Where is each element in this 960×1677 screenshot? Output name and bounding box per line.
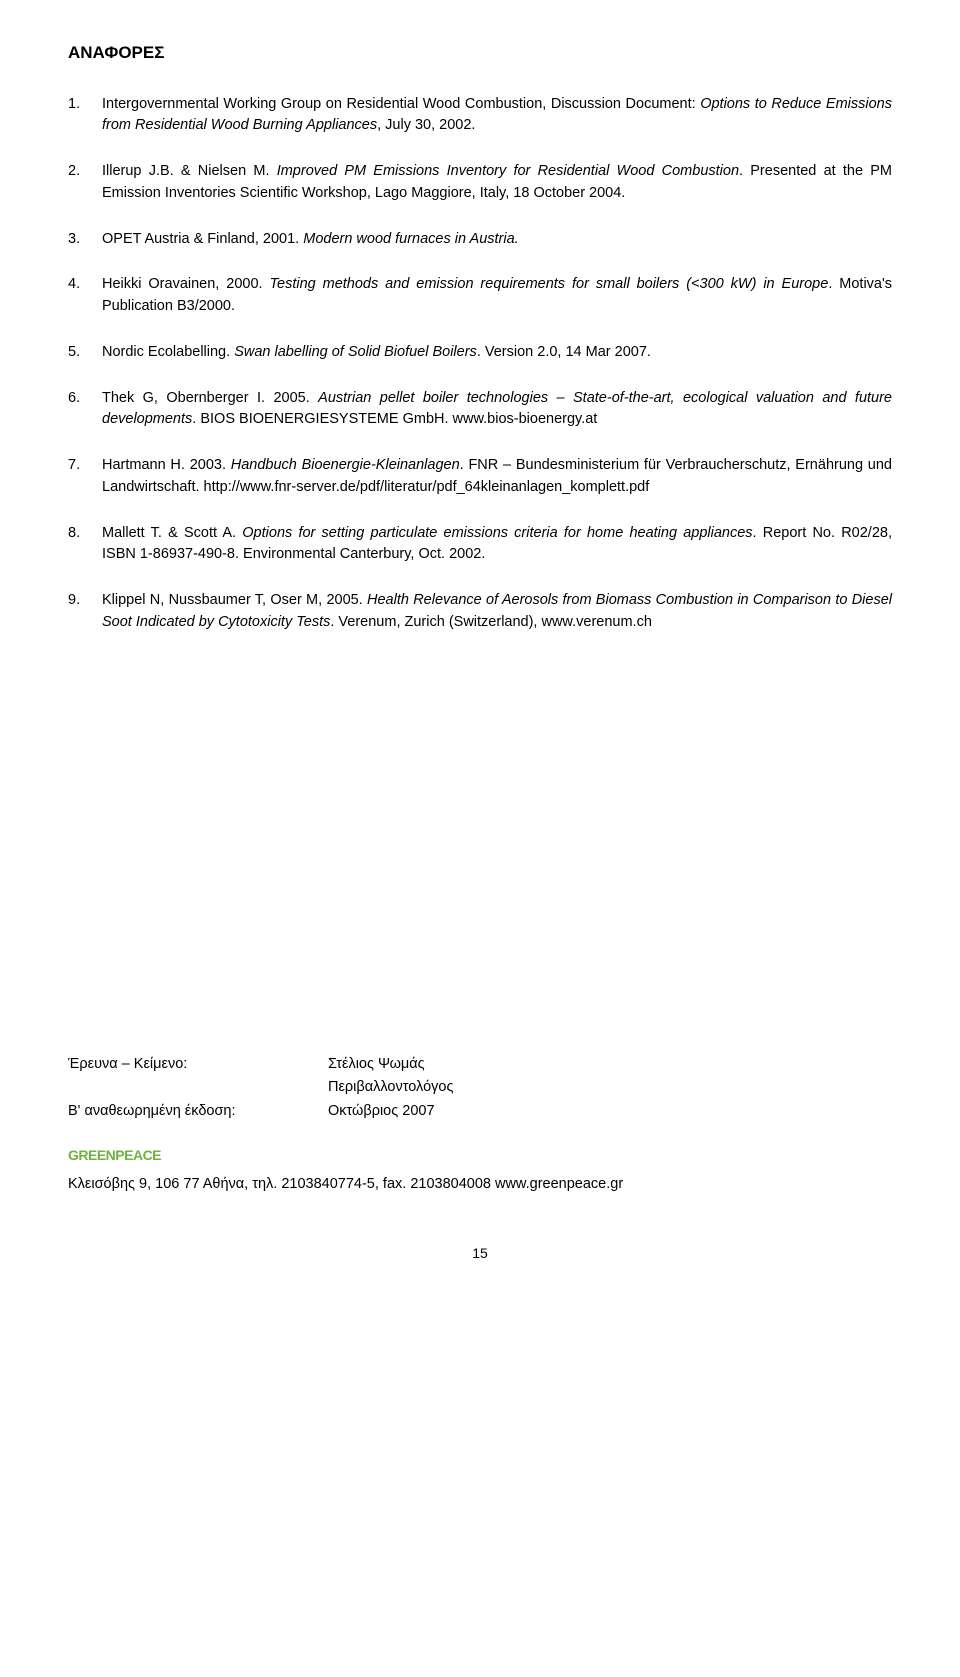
- reference-item: OPET Austria & Finland, 2001. Modern woo…: [68, 229, 892, 251]
- section-heading: ΑΝΑΦΟΡΕΣ: [68, 40, 892, 66]
- reference-text: Thek G, Obernberger I. 2005.: [102, 390, 318, 406]
- credit-value: Οκτώβριος 2007: [328, 1101, 892, 1123]
- reference-text: OPET Austria & Finland, 2001.: [102, 231, 303, 247]
- page-number: 15: [68, 1243, 892, 1264]
- reference-text: Heikki Oravainen, 2000.: [102, 276, 269, 292]
- greenpeace-logo: GREENPEACE: [68, 1145, 892, 1168]
- reference-italic-text: Swan labelling of Solid Biofuel Boilers: [234, 344, 477, 360]
- reference-text: . BIOS BIOENERGIESYSTEME GmbH. www.bios-…: [192, 411, 597, 427]
- reference-italic-text: Improved PM Emissions Inventory for Resi…: [277, 163, 739, 179]
- reference-text: Mallett T. & Scott A.: [102, 525, 242, 541]
- reference-text: Nordic Ecolabelling.: [102, 344, 234, 360]
- credit-value: Στέλιος Ψωμάς: [328, 1054, 892, 1076]
- reference-item: Hartmann H. 2003. Handbuch Bioenergie-Kl…: [68, 455, 892, 499]
- contact-line: Κλεισόβης 9, 106 77 Αθήνα, τηλ. 21038407…: [68, 1174, 892, 1196]
- references-list: Intergovernmental Working Group on Resid…: [68, 94, 892, 634]
- reference-italic-text: Handbuch Bioenergie-Kleinanlagen: [231, 457, 460, 473]
- reference-text: Klippel N, Nussbaumer T, Oser M, 2005.: [102, 592, 367, 608]
- credit-label: Έρευνα – Κείμενο:: [68, 1054, 328, 1076]
- reference-item: Intergovernmental Working Group on Resid…: [68, 94, 892, 138]
- reference-italic-text: Testing methods and emission requirement…: [269, 276, 828, 292]
- credit-row-research: Έρευνα – Κείμενο: Στέλιος Ψωμάς: [68, 1054, 892, 1076]
- logo-text: GREENPEACE: [68, 1147, 161, 1163]
- credit-label-empty: [68, 1077, 328, 1099]
- reference-item: Illerup J.B. & Nielsen M. Improved PM Em…: [68, 161, 892, 205]
- reference-text: Illerup J.B. & Nielsen M.: [102, 163, 277, 179]
- reference-italic-text: Modern wood furnaces in Austria.: [303, 231, 518, 247]
- reference-item: Thek G, Obernberger I. 2005. Austrian pe…: [68, 388, 892, 432]
- credits-block: Έρευνα – Κείμενο: Στέλιος Ψωμάς Περιβαλλ…: [68, 1054, 892, 1123]
- credit-row-edition: Β' αναθεωρημένη έκδοση: Οκτώβριος 2007: [68, 1101, 892, 1123]
- reference-text: , July 30, 2002.: [377, 117, 475, 133]
- credit-row-subtitle: Περιβαλλοντολόγος: [68, 1077, 892, 1099]
- reference-item: Nordic Ecolabelling. Swan labelling of S…: [68, 342, 892, 364]
- reference-text: Intergovernmental Working Group on Resid…: [102, 96, 700, 112]
- reference-text: Hartmann H. 2003.: [102, 457, 231, 473]
- reference-text: . Version 2.0, 14 Mar 2007.: [477, 344, 651, 360]
- reference-item: Mallett T. & Scott A. Options for settin…: [68, 523, 892, 567]
- credit-label: Β' αναθεωρημένη έκδοση:: [68, 1101, 328, 1123]
- reference-item: Heikki Oravainen, 2000. Testing methods …: [68, 274, 892, 318]
- reference-item: Klippel N, Nussbaumer T, Oser M, 2005. H…: [68, 590, 892, 634]
- reference-text: . Verenum, Zurich (Switzerland), www.ver…: [330, 614, 652, 630]
- reference-italic-text: Options for setting particulate emission…: [242, 525, 752, 541]
- credit-value: Περιβαλλοντολόγος: [328, 1077, 892, 1099]
